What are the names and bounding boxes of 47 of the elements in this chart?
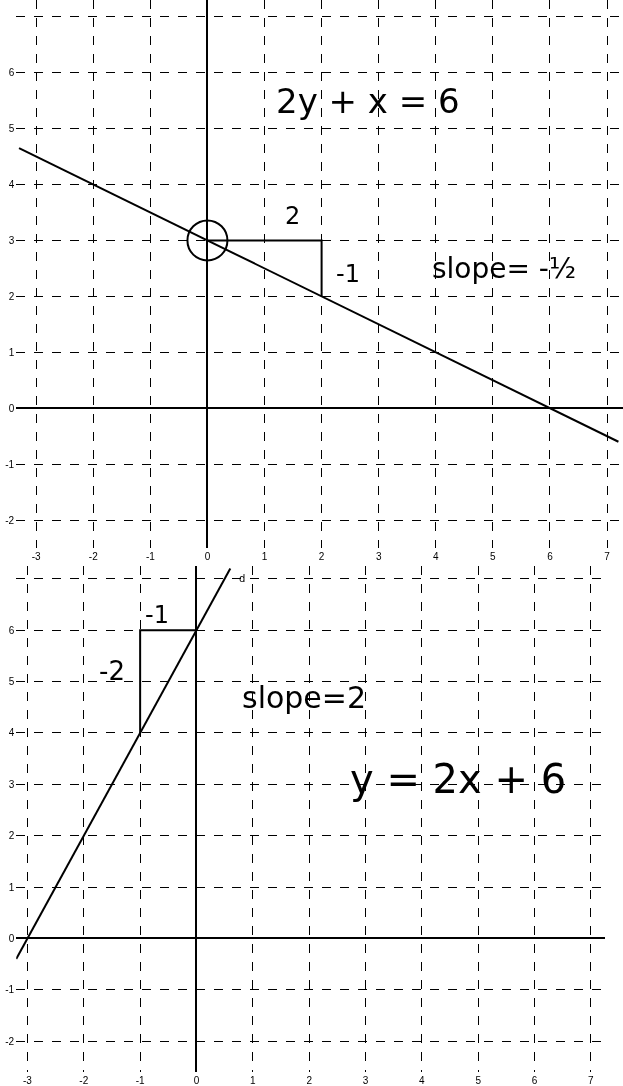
- x-tick-label: -3: [23, 1074, 33, 1086]
- annotation: 2y + x = 6: [276, 81, 460, 121]
- x-tick-label: -3: [31, 551, 42, 562]
- y-tick-label: 3: [8, 778, 15, 790]
- y-tick-label: 6: [8, 624, 15, 636]
- x-tick-label: -2: [79, 1074, 89, 1086]
- y-tick-label: 2: [8, 830, 15, 842]
- x-tick-label: 1: [261, 551, 268, 562]
- x-tick-label: 2: [306, 1074, 313, 1086]
- annotation: slope=2: [242, 680, 367, 715]
- x-tick-label: 2: [318, 551, 325, 562]
- y-tick-label: 1: [8, 881, 15, 893]
- x-tick-label: 7: [588, 1074, 595, 1086]
- annotation: -2: [99, 656, 125, 686]
- x-tick-label: 5: [490, 551, 497, 562]
- y-tick-label: -1: [5, 458, 15, 470]
- y-tick-label: 0: [8, 932, 15, 944]
- y-tick-label: 5: [8, 123, 15, 135]
- x-tick-label: -1: [145, 551, 156, 562]
- x-tick-label: 7: [604, 551, 611, 562]
- x-tick-label: 6: [547, 551, 554, 562]
- y-tick-label: 6: [8, 67, 15, 79]
- y-tick-label: -2: [5, 1035, 15, 1047]
- x-tick-label: -1: [135, 1074, 146, 1086]
- x-tick-label: 0: [204, 551, 211, 562]
- x-tick-label: 3: [375, 551, 382, 562]
- annotation: -1: [336, 260, 360, 288]
- y-tick-label: -1: [5, 984, 15, 996]
- x-tick-label: 0: [193, 1074, 200, 1086]
- y-tick-label: 1: [8, 346, 15, 358]
- y-tick-label: 2: [8, 290, 15, 302]
- x-tick-label: 3: [362, 1074, 369, 1086]
- x-tick-label: 1: [250, 1074, 257, 1086]
- x-tick-label: 5: [475, 1074, 482, 1086]
- y-tick-label: -2: [5, 514, 15, 526]
- x-tick-label: 4: [432, 551, 439, 562]
- y-tick-label: 5: [8, 676, 15, 688]
- annotation: slope= -½: [432, 252, 577, 285]
- y-tick-label: 3: [8, 234, 15, 246]
- x-tick-label: -2: [88, 551, 99, 562]
- x-tick-label: 4: [419, 1074, 426, 1086]
- y-tick-label: 4: [8, 727, 15, 739]
- y-tick-label: 0: [8, 402, 15, 414]
- annotation: -1: [145, 601, 169, 629]
- x-tick-label: 6: [531, 1074, 538, 1086]
- annotation: 2: [285, 202, 301, 230]
- y-tick-label: 4: [8, 179, 15, 191]
